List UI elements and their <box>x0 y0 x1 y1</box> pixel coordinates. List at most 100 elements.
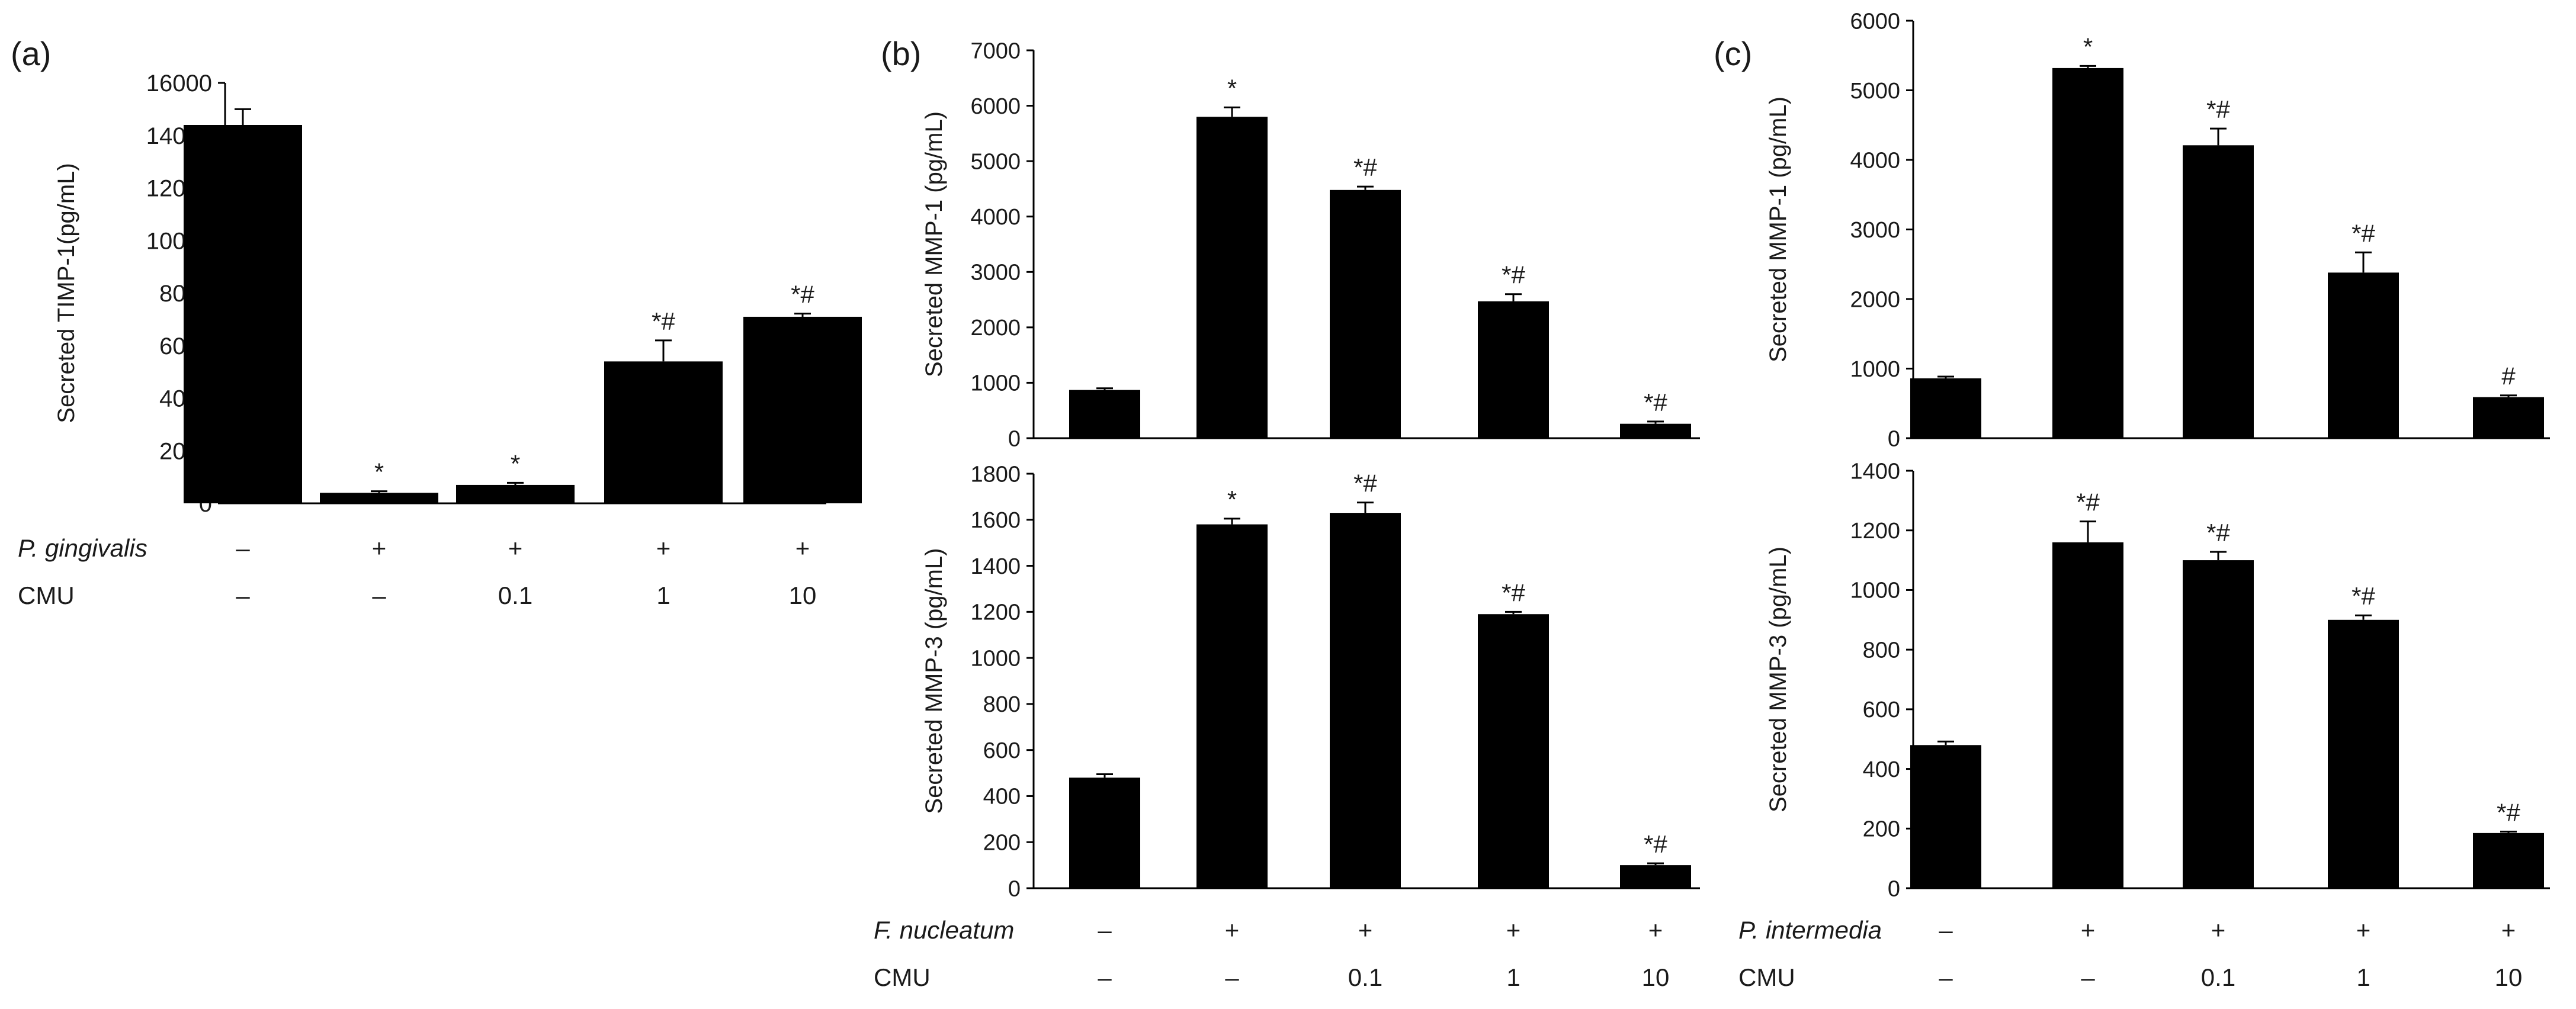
row-value-b2-0-2: + <box>1358 916 1373 944</box>
chart-panel-c-mmp1: 0 1000 2000 3000 4000 5000 6000 Secreted MMP-1 … <box>1765 9 2550 451</box>
row-value-b2-1-1: – <box>1225 963 1239 991</box>
significance-marker-a-3: *# <box>652 307 675 335</box>
row-label-a-1: CMU <box>18 581 75 609</box>
row-label-b2-1: CMU <box>874 963 931 991</box>
y-tick-label-c2-2: 400 <box>1863 757 1900 782</box>
error-bar-b1-1 <box>1224 106 1240 117</box>
chart-panel-c-mmp3: 0 200 400 600 800 1000 1200 1400 Secreted MMP-3 … <box>1738 459 2550 991</box>
bar-a-4 <box>743 316 862 503</box>
y-tick-label-b1-6: 6000 <box>970 94 1021 119</box>
y-tick-label-b1-0: 0 <box>1008 426 1021 451</box>
bar-b1-4 <box>1620 423 1691 438</box>
panel-label-b: (b) <box>881 35 921 72</box>
bar-c2-1 <box>2052 542 2123 888</box>
y-axis-title-b2: Secreted MMP-3 (pg/mL) <box>921 548 947 814</box>
bar-c2-3 <box>2328 619 2399 888</box>
panel-label-c: (c) <box>1714 35 1752 72</box>
bar-c1-2 <box>2183 145 2254 438</box>
error-bar-b1-3 <box>1505 293 1522 301</box>
y-tick-label-c2-3: 600 <box>1863 698 1900 722</box>
row-value-a-0-2: + <box>508 534 523 562</box>
bar-b2-3 <box>1478 614 1549 888</box>
bar-b1-0 <box>1069 390 1140 438</box>
bar-c1-1 <box>2052 68 2123 438</box>
y-tick-label-c2-0: 0 <box>1888 876 1900 901</box>
row-value-c2-1-1: – <box>2081 963 2095 991</box>
y-tick-label-b2-0: 0 <box>1008 876 1021 901</box>
error-bar-c1-3 <box>2355 251 2372 273</box>
row-value-b2-1-4: 10 <box>1642 963 1670 991</box>
error-bar-b1-0 <box>1096 387 1113 390</box>
row-label-a-0: P. gingivalis <box>18 534 147 562</box>
error-bar-b1-2 <box>1357 185 1374 190</box>
bar-b1-1 <box>1196 117 1268 439</box>
error-bar-b2-0 <box>1096 773 1113 778</box>
bar-a-0 <box>184 125 302 503</box>
significance-marker-a-1: * <box>374 458 384 486</box>
row-value-c2-0-0: – <box>1939 916 1953 944</box>
y-tick-label-c1-2: 2000 <box>1850 287 1900 312</box>
y-axis-title-a: Secreted TIMP-1(pg/mL) <box>53 163 79 423</box>
row-value-a-0-1: + <box>372 534 387 562</box>
row-value-c2-0-3: + <box>2356 916 2371 944</box>
row-value-a-0-4: + <box>795 534 810 562</box>
y-tick-label-b2-1: 200 <box>983 831 1021 856</box>
significance-marker-b2-3: *# <box>1502 579 1525 606</box>
row-value-b2-1-3: 1 <box>1506 963 1520 991</box>
significance-marker-b1-3: *# <box>1502 261 1525 289</box>
significance-marker-c2-3: *# <box>2352 582 2375 610</box>
row-value-a-1-3: 1 <box>656 581 670 609</box>
row-value-b2-1-2: 0.1 <box>1348 963 1382 991</box>
y-tick-label-b1-1: 1000 <box>970 371 1021 396</box>
significance-marker-a-4: *# <box>791 281 814 309</box>
bar-c1-3 <box>2328 272 2399 438</box>
significance-marker-a-2: * <box>511 449 520 477</box>
y-tick-label-b1-4: 4000 <box>970 205 1021 230</box>
y-axis-title-b1: Secreted MMP-1 (pg/mL) <box>921 111 947 377</box>
row-label-b2-0: F. nucleatum <box>874 916 1014 944</box>
significance-marker-c1-3: *# <box>2352 219 2375 247</box>
y-tick-label-b1-3: 3000 <box>970 261 1021 285</box>
row-value-a-1-0: – <box>236 581 250 609</box>
y-tick-label-c1-5: 5000 <box>1850 79 1900 104</box>
row-value-b2-0-0: – <box>1098 916 1112 944</box>
row-value-b2-0-4: + <box>1648 916 1663 944</box>
significance-marker-c1-4: # <box>2501 362 2516 390</box>
error-bar-b2-3 <box>1505 610 1522 615</box>
row-value-a-0-3: + <box>656 534 671 562</box>
y-tick-label-b2-9: 1800 <box>970 462 1021 487</box>
y-tick-label-b2-3: 600 <box>983 738 1021 763</box>
y-tick-label-c2-4: 800 <box>1863 638 1900 663</box>
y-tick-label-c2-1: 200 <box>1863 817 1900 842</box>
bar-c2-4 <box>2473 833 2544 888</box>
bar-b2-0 <box>1069 777 1140 888</box>
panel-label-a: (a) <box>11 35 51 72</box>
error-bar-b2-1 <box>1224 518 1240 525</box>
error-bar-a-0 <box>235 108 251 125</box>
row-value-a-1-1: – <box>372 581 386 609</box>
y-tick-label-b1-2: 2000 <box>970 316 1021 340</box>
error-bar-c1-0 <box>1937 375 1954 378</box>
row-value-b2-1-0: – <box>1098 963 1112 991</box>
significance-marker-b2-1: * <box>1227 486 1237 513</box>
y-tick-label-c1-4: 4000 <box>1850 148 1900 173</box>
y-tick-label-a-8: 16000 <box>146 70 212 97</box>
row-value-b2-0-3: + <box>1506 916 1521 944</box>
y-tick-label-b2-6: 1200 <box>970 600 1021 625</box>
error-bar-b2-2 <box>1357 502 1374 513</box>
row-value-c2-1-4: 10 <box>2495 963 2523 991</box>
error-bar-c2-4 <box>2500 830 2517 833</box>
y-tick-label-b1-7: 7000 <box>970 38 1021 63</box>
y-tick-label-c2-7: 1400 <box>1850 459 1900 484</box>
bar-b2-4 <box>1620 865 1691 888</box>
row-value-c2-1-0: – <box>1939 963 1953 991</box>
significance-marker-b1-2: *# <box>1353 153 1377 181</box>
bar-c2-0 <box>1910 745 1981 888</box>
significance-marker-b1-1: * <box>1227 74 1237 102</box>
error-bar-c2-3 <box>2355 614 2372 620</box>
bar-b1-2 <box>1330 189 1401 438</box>
significance-marker-c2-1: *# <box>2076 489 2100 516</box>
bar-c1-4 <box>2473 397 2544 438</box>
row-value-c2-0-4: + <box>2501 916 2516 944</box>
